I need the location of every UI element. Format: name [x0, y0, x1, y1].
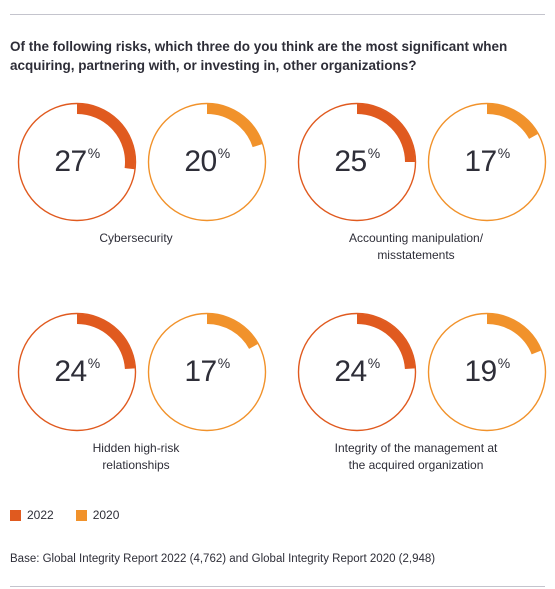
donut-value-arc	[486, 104, 538, 140]
legend-label-2020: 2020	[92, 508, 120, 522]
donut-svg	[427, 102, 547, 222]
donut-value-arc	[356, 104, 415, 163]
donut-track	[297, 102, 417, 222]
donut-svg	[147, 102, 267, 222]
donut-3-2022: 24%	[297, 312, 417, 432]
value-number: 27	[54, 145, 87, 178]
value-unit: %	[497, 145, 510, 161]
value-unit: %	[497, 355, 510, 371]
category-label-line: misstatements	[377, 248, 455, 262]
donut-svg	[147, 312, 267, 432]
legend-label-2022: 2022	[27, 508, 54, 522]
value-number: 19	[464, 355, 497, 388]
value-unit: %	[217, 145, 230, 161]
donut-value-label: 19%	[428, 313, 546, 431]
donut-0-2022: 27%	[17, 102, 137, 222]
chart-title: Of the following risks, which three do y…	[10, 39, 508, 73]
donut-track	[17, 102, 137, 222]
donut-track	[297, 312, 417, 432]
category-label: Cybersecurity	[16, 230, 256, 247]
category-label-line: Hidden high-risk	[92, 441, 180, 455]
donut-track	[147, 312, 267, 432]
donut-svg	[427, 312, 547, 432]
donut-svg	[17, 102, 137, 222]
legend-swatch-2020	[75, 509, 87, 521]
donut-value-arc	[356, 314, 415, 370]
base-footnote: Base: Global Integrity Report 2022 (4,76…	[10, 553, 436, 565]
category-label-line: Accounting manipulation/	[348, 231, 484, 245]
value-unit: %	[87, 355, 100, 371]
value-number: 17	[464, 145, 497, 178]
category-label: Accounting manipulation/misstatements	[296, 230, 536, 264]
donut-value-label: 24%	[18, 313, 136, 431]
value-unit: %	[87, 145, 100, 161]
donut-value-arc	[206, 314, 258, 350]
donut-value-label: 17%	[428, 103, 546, 221]
bottom-rule	[10, 586, 545, 587]
legend-swatch-2022	[10, 509, 21, 521]
value-number: 20	[184, 145, 217, 178]
donut-1-2020: 17%	[427, 102, 547, 222]
donut-value-label: 27%	[18, 103, 136, 221]
donut-svg	[297, 312, 417, 432]
top-rule	[10, 14, 545, 15]
category-label: Hidden high-risk relationships	[16, 440, 256, 474]
value-number: 25	[334, 145, 367, 178]
donut-0-2020: 20%	[147, 102, 267, 222]
category-label-line: relationships	[102, 458, 170, 472]
legend: 2022 2020	[10, 508, 119, 522]
donut-value-arc	[486, 314, 541, 355]
category-label-line: Cybersecurity	[99, 231, 173, 245]
donut-track	[17, 312, 137, 432]
donut-2-2020: 17%	[147, 312, 267, 432]
donut-svg	[17, 312, 137, 432]
donut-value-label: 24%	[298, 313, 416, 431]
donut-1-2022: 25%	[297, 102, 417, 222]
donut-value-arc	[76, 314, 135, 370]
donut-3-2020: 19%	[427, 312, 547, 432]
category-label-line: the acquired organization	[348, 458, 484, 472]
donut-track	[427, 312, 547, 432]
legend-item-2022: 2022	[10, 508, 54, 522]
donut-track	[427, 102, 547, 222]
legend-item-2020: 2020	[75, 508, 120, 522]
donut-value-arc	[76, 104, 135, 170]
donut-value-label: 17%	[148, 313, 266, 431]
value-number: 24	[54, 355, 87, 388]
value-unit: %	[367, 355, 380, 371]
donut-svg	[297, 102, 417, 222]
donut-value-label: 25%	[298, 103, 416, 221]
donut-track	[147, 102, 267, 222]
donut-2-2022: 24%	[17, 312, 137, 432]
value-number: 17	[184, 355, 217, 388]
category-label-line: Integrity of the management at	[334, 441, 498, 455]
donut-value-label: 20%	[148, 103, 266, 221]
donut-value-arc	[206, 104, 263, 148]
category-label: Integrity of the management at the acquir…	[296, 440, 536, 474]
value-unit: %	[217, 355, 230, 371]
value-number: 24	[334, 355, 367, 388]
value-unit: %	[367, 145, 380, 161]
